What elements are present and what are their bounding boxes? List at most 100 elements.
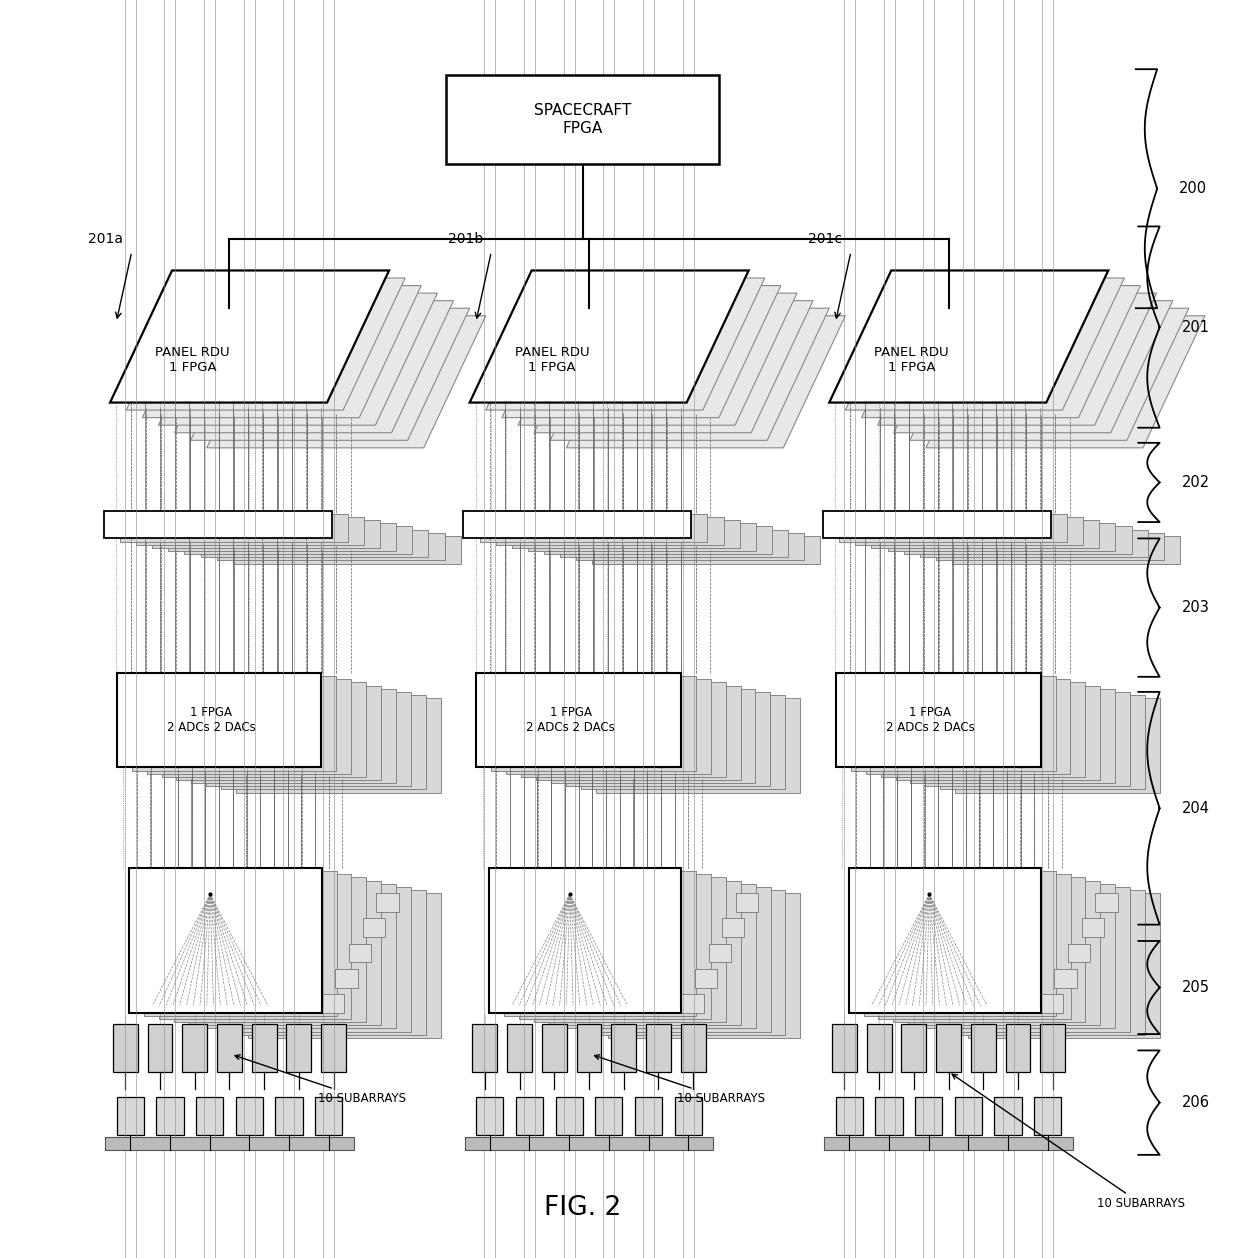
Polygon shape: [126, 278, 405, 410]
Bar: [836, 673, 1040, 767]
Bar: [465, 1137, 713, 1150]
Polygon shape: [910, 308, 1189, 440]
Bar: [136, 517, 363, 545]
Bar: [248, 893, 440, 1038]
Bar: [182, 1024, 207, 1072]
Text: PANEL RDU
1 FPGA: PANEL RDU 1 FPGA: [874, 346, 949, 374]
Text: 206: 206: [1182, 1096, 1210, 1110]
Bar: [169, 523, 397, 551]
Bar: [920, 530, 1147, 557]
Bar: [832, 1024, 857, 1072]
Bar: [923, 883, 1115, 1029]
Bar: [593, 536, 821, 564]
Bar: [286, 1024, 311, 1072]
Text: PANEL RDU
1 FPGA: PANEL RDU 1 FPGA: [515, 346, 589, 374]
Polygon shape: [567, 316, 846, 448]
Text: 203: 203: [1182, 600, 1209, 615]
Bar: [233, 536, 461, 564]
Bar: [196, 1097, 223, 1135]
Bar: [174, 878, 366, 1021]
Bar: [735, 893, 758, 912]
Polygon shape: [518, 293, 797, 425]
Bar: [593, 891, 785, 1034]
Bar: [476, 1097, 503, 1135]
Bar: [578, 887, 770, 1032]
Bar: [681, 1024, 706, 1072]
Bar: [512, 521, 739, 548]
Bar: [646, 1024, 671, 1072]
Bar: [113, 1024, 138, 1072]
Bar: [233, 891, 425, 1034]
Polygon shape: [191, 308, 470, 440]
Bar: [185, 526, 412, 554]
Bar: [1040, 994, 1063, 1013]
Bar: [577, 1024, 601, 1072]
Bar: [217, 1024, 242, 1072]
Bar: [315, 1097, 342, 1135]
Bar: [563, 883, 755, 1029]
Bar: [446, 75, 719, 164]
Bar: [955, 1097, 982, 1135]
Bar: [117, 1097, 144, 1135]
Bar: [236, 1097, 263, 1135]
Bar: [1034, 1097, 1061, 1135]
Bar: [321, 1024, 346, 1072]
Bar: [544, 526, 771, 554]
Bar: [206, 692, 410, 786]
Bar: [518, 874, 711, 1019]
Bar: [910, 689, 1115, 782]
Bar: [839, 513, 1066, 541]
Polygon shape: [878, 293, 1157, 425]
Bar: [967, 893, 1159, 1038]
Bar: [936, 532, 1163, 560]
Polygon shape: [207, 316, 486, 448]
Bar: [904, 526, 1131, 554]
Polygon shape: [143, 286, 422, 418]
Bar: [823, 511, 1050, 538]
Polygon shape: [470, 270, 749, 403]
Bar: [144, 871, 336, 1016]
Bar: [548, 881, 740, 1025]
Bar: [848, 868, 1040, 1013]
Polygon shape: [926, 316, 1205, 448]
Bar: [542, 1024, 567, 1072]
Bar: [994, 1097, 1022, 1135]
Bar: [521, 682, 725, 776]
Polygon shape: [502, 286, 781, 418]
Bar: [825, 1137, 1073, 1150]
Bar: [611, 1024, 636, 1072]
Text: 201b: 201b: [448, 231, 484, 247]
Bar: [863, 871, 1055, 1016]
Bar: [491, 676, 696, 770]
Bar: [955, 698, 1159, 793]
Polygon shape: [830, 270, 1109, 403]
Bar: [146, 679, 351, 774]
Bar: [105, 1137, 353, 1150]
Bar: [161, 682, 366, 776]
Bar: [875, 1097, 903, 1135]
Text: 10 SUBARRAYS: 10 SUBARRAYS: [236, 1055, 405, 1105]
Bar: [1095, 893, 1117, 912]
Text: 1 FPGA
2 ADCs 2 DACs: 1 FPGA 2 ADCs 2 DACs: [885, 706, 975, 735]
Bar: [503, 871, 696, 1016]
Bar: [608, 893, 800, 1038]
Bar: [694, 969, 717, 988]
Bar: [191, 689, 396, 782]
Bar: [188, 881, 381, 1025]
Bar: [516, 1097, 543, 1135]
Bar: [362, 918, 384, 937]
Text: 205: 205: [1182, 980, 1210, 995]
Polygon shape: [846, 278, 1125, 410]
Bar: [472, 1024, 497, 1072]
Bar: [551, 689, 755, 782]
Bar: [153, 521, 379, 548]
Bar: [722, 918, 744, 937]
Bar: [1054, 969, 1076, 988]
Bar: [936, 1024, 961, 1072]
Polygon shape: [862, 286, 1141, 418]
Bar: [129, 868, 321, 1013]
Bar: [156, 1097, 184, 1135]
Text: 1 FPGA
2 ADCs 2 DACs: 1 FPGA 2 ADCs 2 DACs: [166, 706, 255, 735]
Bar: [528, 523, 755, 551]
Bar: [908, 881, 1100, 1025]
